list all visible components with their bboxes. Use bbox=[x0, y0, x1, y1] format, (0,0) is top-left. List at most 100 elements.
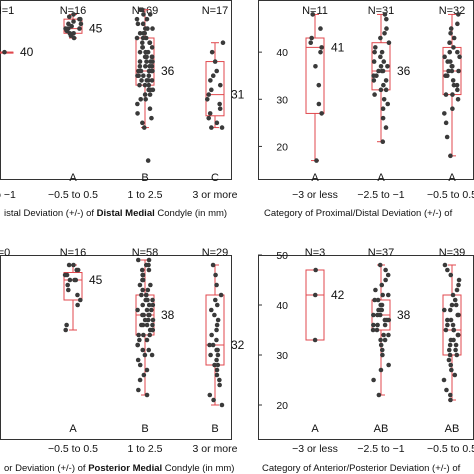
data-point bbox=[442, 54, 447, 60]
data-point bbox=[77, 297, 83, 303]
data-point bbox=[135, 342, 140, 348]
n-label: N=29 bbox=[202, 247, 229, 259]
data-point bbox=[385, 272, 391, 278]
data-point bbox=[382, 322, 388, 328]
data-point bbox=[443, 327, 449, 333]
data-point bbox=[371, 73, 376, 79]
plot-frame bbox=[0, 255, 232, 440]
data-point bbox=[386, 362, 391, 368]
data-point bbox=[215, 317, 221, 323]
data-point bbox=[383, 78, 389, 83]
data-point bbox=[377, 312, 383, 318]
data-point bbox=[135, 257, 141, 263]
data-point bbox=[373, 45, 378, 50]
x-tick-label: −0.5 to 0.5 bbox=[48, 443, 98, 455]
data-point bbox=[142, 54, 148, 60]
data-point bbox=[380, 115, 386, 121]
data-point bbox=[444, 134, 450, 140]
data-point bbox=[137, 49, 143, 55]
data-point bbox=[217, 106, 223, 112]
data-point bbox=[448, 317, 454, 323]
data-point bbox=[65, 282, 70, 288]
data-point bbox=[143, 297, 149, 303]
data-point bbox=[455, 312, 460, 318]
data-point bbox=[137, 30, 143, 36]
data-point bbox=[210, 262, 216, 268]
data-point bbox=[318, 49, 323, 55]
data-point bbox=[139, 40, 145, 46]
data-point bbox=[374, 327, 380, 333]
data-point bbox=[447, 352, 453, 358]
data-point bbox=[450, 92, 455, 97]
data-point bbox=[384, 317, 390, 323]
data-point bbox=[207, 111, 213, 116]
data-point bbox=[144, 16, 150, 22]
data-point bbox=[313, 63, 318, 69]
data-point bbox=[454, 287, 460, 293]
data-point bbox=[140, 302, 146, 308]
data-point bbox=[448, 272, 454, 278]
data-point bbox=[142, 26, 148, 31]
x-axis-title: or Deviation (+/-) of Posterior Medial C… bbox=[4, 463, 234, 474]
data-point bbox=[137, 59, 143, 64]
data-point bbox=[312, 292, 318, 298]
data-point bbox=[456, 68, 461, 74]
data-point bbox=[214, 357, 219, 363]
data-point bbox=[212, 59, 218, 64]
data-point bbox=[447, 392, 453, 398]
median-label: 41 bbox=[331, 40, 345, 54]
data-point bbox=[144, 322, 150, 328]
data-point bbox=[135, 101, 140, 107]
data-point bbox=[445, 267, 450, 273]
data-point bbox=[214, 367, 220, 373]
data-point bbox=[214, 302, 220, 308]
data-point bbox=[135, 111, 140, 116]
data-point bbox=[66, 14, 72, 20]
data-point bbox=[134, 35, 140, 41]
iqr-box bbox=[305, 37, 325, 114]
data-point bbox=[383, 277, 388, 283]
data-point bbox=[451, 45, 456, 50]
x-tick-label: −0.5 to 0.5 bbox=[48, 189, 98, 201]
data-point bbox=[443, 92, 449, 97]
data-point bbox=[441, 307, 447, 313]
plot-frame bbox=[258, 255, 474, 440]
data-point bbox=[139, 7, 145, 13]
data-point bbox=[385, 63, 390, 69]
data-point bbox=[450, 292, 456, 298]
data-point bbox=[385, 101, 391, 107]
data-point bbox=[378, 302, 384, 308]
data-point bbox=[75, 302, 80, 308]
data-point bbox=[443, 120, 449, 126]
data-point bbox=[455, 96, 461, 102]
data-point bbox=[77, 16, 82, 22]
data-point bbox=[64, 272, 70, 278]
data-point bbox=[382, 12, 388, 17]
data-point bbox=[149, 68, 154, 74]
data-point bbox=[149, 54, 155, 60]
data-point bbox=[71, 262, 76, 268]
x-tick-label: −0.5 to 0.5 bbox=[427, 189, 474, 201]
data-point bbox=[442, 262, 448, 268]
data-point bbox=[318, 26, 323, 31]
data-point bbox=[448, 26, 454, 31]
data-point bbox=[149, 78, 155, 83]
x-tick-label: to −1 bbox=[0, 189, 16, 201]
y-tick-label: 30 bbox=[276, 350, 288, 362]
data-point bbox=[378, 307, 383, 313]
x-tick-label: −0.5 to 0.5 bbox=[427, 443, 474, 455]
data-point bbox=[314, 158, 319, 163]
data-point bbox=[141, 312, 146, 318]
data-point bbox=[452, 297, 458, 303]
median-label: 40 bbox=[20, 45, 34, 59]
group-letter: B bbox=[141, 423, 148, 435]
data-point bbox=[150, 327, 156, 333]
data-point bbox=[450, 322, 456, 328]
data-point bbox=[381, 82, 386, 88]
data-point bbox=[139, 267, 145, 273]
data-point bbox=[447, 49, 453, 55]
data-point bbox=[206, 115, 212, 121]
data-point bbox=[452, 372, 458, 378]
data-point bbox=[378, 342, 384, 348]
data-point bbox=[319, 45, 324, 50]
